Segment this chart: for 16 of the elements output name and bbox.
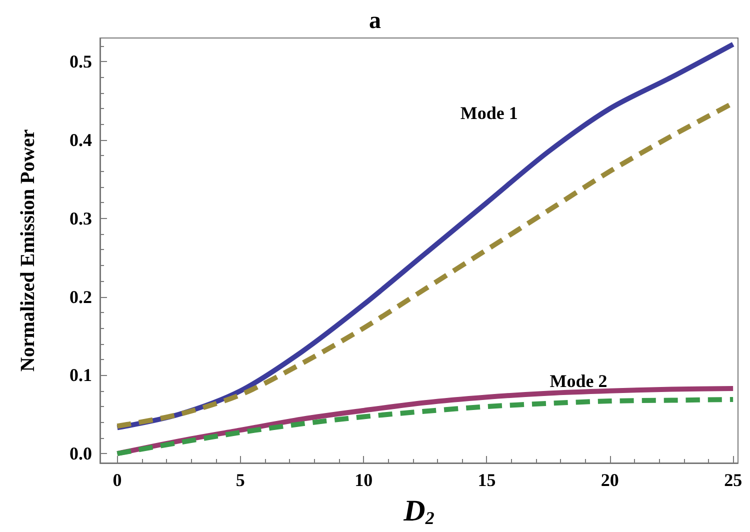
y-tick-label: 0.1 <box>70 365 92 386</box>
annotation: Mode 1 <box>460 102 518 123</box>
chart-title: a <box>369 8 381 34</box>
y-tick-label: 0.5 <box>70 52 92 72</box>
x-tick-label: 25 <box>724 470 742 490</box>
x-tick-label: 20 <box>600 470 619 490</box>
y-axis-title: Normalized Emission Power <box>17 129 39 372</box>
y-tick-label: 0.4 <box>70 130 92 150</box>
y-tick-label: 0.0 <box>70 444 92 464</box>
x-tick-label: 10 <box>354 470 373 490</box>
annotation: Mode 2 <box>550 371 608 392</box>
y-tick-label: 0.2 <box>70 286 92 307</box>
x-tick-label: 5 <box>236 470 245 490</box>
x-tick-label: 0 <box>112 470 122 490</box>
x-tick-label: 15 <box>478 470 496 490</box>
y-tick-label: 0.3 <box>70 208 92 228</box>
